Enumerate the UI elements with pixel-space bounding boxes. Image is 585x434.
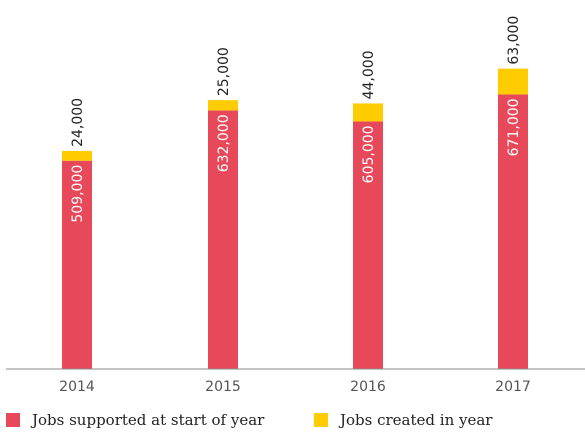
bars-group (62, 68, 528, 370)
value-label-jobs-created-2017: 63,000 (506, 16, 522, 65)
legend-item-jobs-supported: Jobs supported at start of year (6, 411, 264, 429)
bar-jobs-created-2015 (208, 100, 238, 111)
value-label-jobs-created-2016: 44,000 (361, 50, 377, 99)
x-tick-labels: 2014 2015 2016 2017 (59, 379, 531, 395)
legend-swatch-jobs-created (314, 413, 328, 427)
value-label-jobs-supported-2016: 605,000 (361, 125, 377, 183)
bar-jobs-supported-2017 (498, 94, 528, 370)
value-label-jobs-supported-2015: 632,000 (216, 114, 232, 172)
value-label-jobs-supported-2014: 509,000 (70, 165, 86, 223)
legend-swatch-jobs-supported (6, 413, 20, 427)
x-tick-label-2016: 2016 (350, 379, 386, 395)
legend-item-jobs-created: Jobs created in year (314, 411, 492, 429)
bar-jobs-supported-2014 (62, 160, 92, 369)
bar-jobs-created-2016 (353, 103, 383, 122)
x-tick-label-2015: 2015 (205, 379, 241, 395)
bar-jobs-supported-2016 (353, 121, 383, 369)
value-label-jobs-created-2015: 25,000 (216, 47, 232, 96)
value-label-jobs-created-2014: 24,000 (70, 98, 86, 147)
value-labels-group: 509,000 24,000 632,000 25,000 605,000 44,000 6… (70, 16, 522, 223)
x-tick-label-2017: 2017 (495, 379, 531, 395)
value-label-jobs-supported-2017: 671,000 (506, 98, 522, 156)
x-tick-label-2014: 2014 (59, 379, 95, 395)
legend-label-jobs-created: Jobs created in year (340, 411, 493, 429)
bar-jobs-supported-2015 (208, 110, 238, 370)
legend-label-jobs-supported: Jobs supported at start of year (32, 411, 265, 429)
legend: Jobs supported at start of year Jobs cre… (6, 411, 581, 433)
bar-jobs-created-2014 (62, 150, 92, 161)
bar-jobs-created-2017 (498, 68, 528, 95)
